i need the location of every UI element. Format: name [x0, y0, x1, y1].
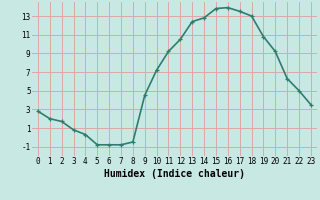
- X-axis label: Humidex (Indice chaleur): Humidex (Indice chaleur): [104, 169, 245, 179]
